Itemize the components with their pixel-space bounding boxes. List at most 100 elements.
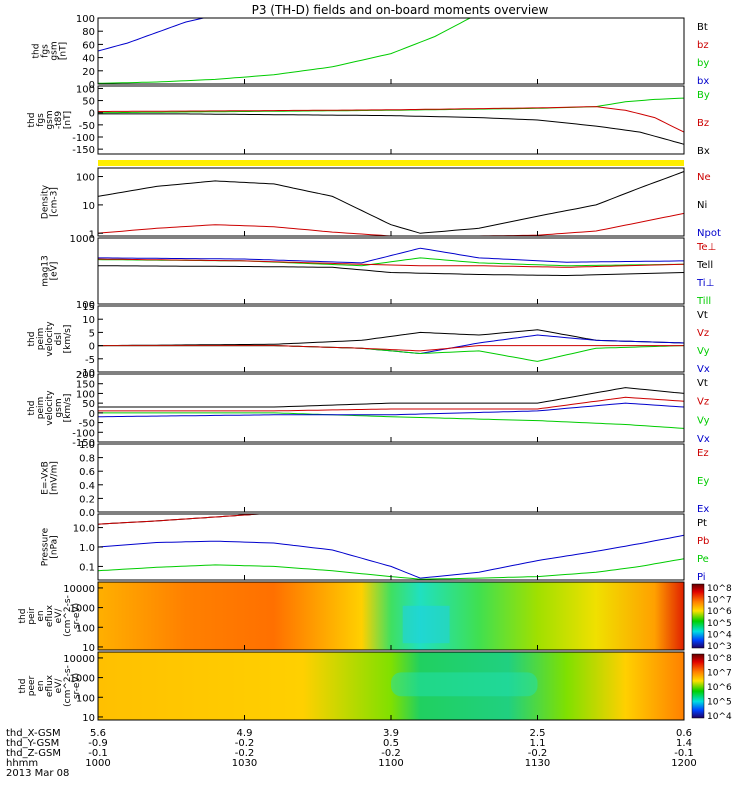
panel-7: Ez Ey Ex 1.0 0.8 0.6 0.4 0.2 0.0 E=-VxB [mV/m] [41, 440, 710, 519]
footer-value: 1130 [525, 758, 550, 769]
footer-value: 1.4 [676, 738, 692, 749]
y-label-line: [nPa] [50, 535, 60, 558]
y-tick-label: 0.8 [79, 454, 95, 465]
y-ticks: 10.0 1.0 0.1 [73, 524, 103, 573]
x-ticks [97, 231, 685, 236]
panel-frame [97, 167, 685, 237]
y-axis-label: Pressure [nPa] [41, 527, 60, 566]
y-ticks: 15 10 5 0 -5 -10 [79, 302, 103, 379]
panel-frame [97, 85, 685, 155]
y-tick-label: 100 [76, 173, 95, 184]
y-label-line: peer [27, 675, 37, 696]
x-ticks [97, 645, 685, 650]
y-label-line: sr-eV) [72, 673, 82, 699]
series-Vt [98, 329, 685, 347]
panel-2: By Bz Bx 100 500-50-100-150 thd fgs gsm -t89 [nT] [27, 84, 710, 157]
y-tick-label: 10000 [63, 654, 95, 665]
y-tick-label: 100 [76, 14, 95, 25]
legend-entry: Bx [697, 146, 710, 157]
yellow-strip [98, 160, 684, 166]
y-tick-label: 1.0 [79, 440, 95, 451]
y-label-line: velocity [45, 390, 55, 426]
y-label-line: [mV/m] [50, 461, 60, 495]
y-label-line: gsm [54, 398, 64, 417]
y-ticks: 10000 1000 100 10 [63, 584, 103, 654]
y-label-line: velocity [45, 321, 55, 357]
y-label-line: [eV] [50, 262, 60, 281]
y-label-line: thd [18, 679, 28, 694]
y-label-line: fgs [36, 113, 46, 127]
y-label-line: eflux [45, 604, 55, 627]
panel-1: Bt bz by bx 100 80 60 40 20 0 thd fgs gsm [nT] [32, 14, 710, 91]
y-axis-label: Density [cm-3] [41, 184, 60, 219]
y-tick-label: -100 [72, 428, 95, 439]
legend-entry: Ti⊥ [696, 278, 714, 289]
y-tick-label: 40 [82, 54, 95, 65]
series-Tell [97, 265, 685, 276]
colorbar-tick: 10^5 [707, 698, 732, 708]
legend: Ez Ey Ex [697, 448, 709, 515]
legend-entry: Ne [697, 172, 711, 183]
y-tick-label: 0.0 [79, 508, 95, 519]
y-tick-label: -10 [79, 368, 95, 379]
colorbar-tick: 10^4 [707, 630, 732, 640]
y-tick-label: 60 [82, 40, 95, 51]
legend-entry: Bt [697, 22, 708, 33]
panel-4: Te⊥ Tell Ti⊥ Till 1000 100 mag13 [eV] [41, 234, 717, 311]
y-axis-label: thd fgs gsm -t89 [nT] [27, 110, 73, 129]
y-label-line: eV/ [54, 678, 64, 694]
y-tick-label: 50 [82, 97, 95, 108]
footer-value: 3.9 [383, 728, 399, 739]
footer-value: -0.2 [235, 748, 255, 759]
y-tick-label: 10.0 [73, 524, 95, 535]
y-axis-label: thd peer en eflux eV/(cm^2-s-sr-eV) [18, 665, 82, 707]
series-Pb [97, 513, 260, 525]
y-label-line: sr-eV) [72, 603, 82, 629]
y-tick-label: 100 [76, 693, 95, 704]
panel-8: Pt Pb Pe Pi 10.0 1.0 0.1 Pressure [nPa] [41, 513, 709, 583]
y-label-line: [km/s] [63, 394, 73, 423]
y-ticks: 10000 1000 100 10 [63, 654, 103, 724]
series-Vz [98, 345, 684, 352]
y-tick-label: 20 [82, 67, 95, 78]
y-label-line: [km/s] [63, 325, 73, 354]
y-label-line: dsl [54, 333, 64, 346]
series-Vz [98, 396, 685, 412]
legend-entry: Pe [697, 554, 709, 565]
footer-value: -0.9 [88, 738, 108, 749]
y-label-line: eV/ [54, 608, 64, 624]
y-tick-label: 1.0 [79, 543, 95, 554]
y-label-line: gsm [45, 110, 55, 129]
panel-5: Vt Vz Vy Vx 15 10 5 0 -5 -10 thd peim velocity dsl [km… [27, 302, 710, 379]
y-axis-label: thd peir en eflux eV/(cm^2-s-sr-eV) [18, 595, 82, 637]
y-axis-label: thd fgs gsm [nT] [32, 41, 69, 60]
legend-entry: Vy [697, 346, 710, 357]
colorbar-tick: 10^5 [707, 619, 732, 629]
panel-frame [97, 17, 685, 85]
y-tick-label: 0 [89, 80, 95, 91]
y-tick-label: 1000 [70, 234, 95, 245]
footer-label: thd_Y-GSM [6, 738, 59, 749]
legend-entry: Pt [697, 518, 707, 529]
y-tick-label: 15 [82, 302, 95, 313]
y-tick-label: 10 [82, 713, 95, 724]
y-label-line: eflux [45, 674, 55, 697]
x-ticks [97, 367, 685, 372]
spectrogram-core [391, 672, 538, 697]
colorbar-tick: 10^8 [707, 584, 732, 594]
colorbar-tick: 10^3 [707, 642, 732, 652]
y-tick-label: 1000 [70, 604, 95, 615]
panel-3: Ne Ni Npot 100 10 1 Density [cm-3] [41, 167, 721, 240]
y-label-line: peir [27, 607, 37, 625]
y-ticks: 100 10 1 [76, 173, 103, 240]
footer-date: 2013 Mar 08 [6, 768, 69, 779]
y-tick-label: 200 [76, 370, 95, 381]
y-label-line: en [36, 610, 46, 621]
legend: Te⊥ Tell Ti⊥ Till [696, 242, 716, 307]
x-ticks [97, 149, 685, 154]
footer-value: -0.2 [381, 748, 401, 759]
series-By [98, 97, 685, 114]
colorbar-tick: 10^7 [707, 669, 732, 679]
